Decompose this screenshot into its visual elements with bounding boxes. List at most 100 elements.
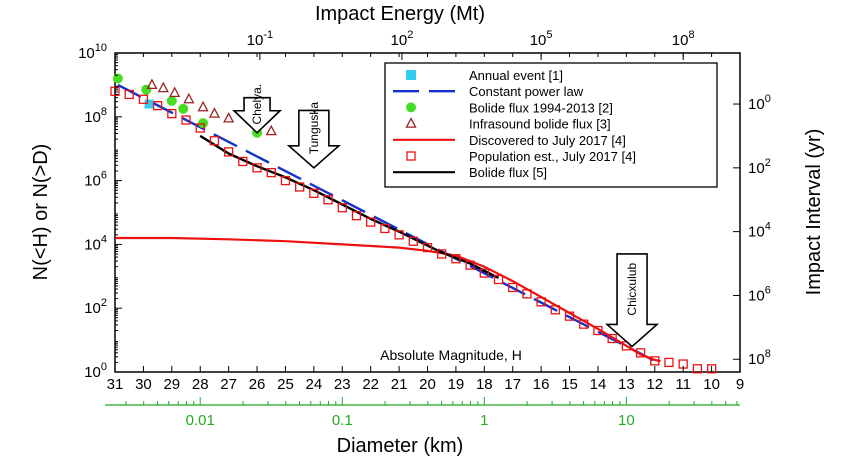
magnitude-tick-label: 12: [646, 376, 663, 393]
population-point: [252, 163, 262, 173]
magnitude-tick-label: 11: [675, 376, 691, 393]
energy-tick-label: 102: [391, 29, 414, 49]
population-point: [280, 175, 291, 186]
legend-label: Annual event [1]: [469, 68, 563, 83]
magnitude-tick-label: 30: [135, 376, 152, 393]
magnitude-tick-label: 18: [476, 376, 493, 393]
population-point: [465, 260, 475, 270]
magnitude-tick-label: 15: [561, 376, 578, 393]
legend-box: [384, 62, 718, 188]
diameter-tick-label: 0.01: [186, 412, 215, 429]
magnitude-tick-label: 22: [362, 376, 379, 393]
series-layer: [110, 73, 717, 374]
impact-arrow-label: Chelya.: [250, 84, 264, 125]
interval-tick-label: 108: [748, 348, 771, 368]
legend: Annual event [1]Constant power lawBolide…: [384, 62, 718, 188]
population-point: [167, 108, 177, 119]
impact-arrow-label: Chicxulub: [625, 263, 639, 316]
legend-label: Bolide flux [5]: [469, 165, 547, 180]
legend-swatch: [406, 102, 416, 113]
series-line: [115, 236, 661, 363]
infrasound-point: [146, 78, 158, 90]
impact-arrow: [232, 96, 283, 134]
population-point: [522, 289, 532, 299]
infrasound-point: [265, 124, 277, 136]
diameter-tick-label: 1: [480, 412, 488, 429]
population-point: [408, 236, 418, 246]
population-point: [493, 274, 504, 285]
population-point: [266, 167, 276, 178]
population-point: [451, 254, 461, 264]
left-tick-label: 108: [84, 106, 107, 126]
magnitude-axis-label: Absolute Magnitude, H: [380, 347, 522, 363]
y-axis-title-right: Impact Interval (yr): [803, 129, 825, 296]
diameter-tick-label: 10: [618, 412, 635, 429]
interval-tick-label: 104: [748, 221, 771, 241]
population-point: [223, 147, 234, 157]
infrasound-point: [223, 112, 235, 123]
magnitude-tick-label: 17: [504, 376, 521, 393]
bolide-flux-point: [112, 73, 123, 84]
left-tick-label: 1010: [78, 42, 107, 62]
energy-tick-label: 10-1: [247, 29, 273, 49]
infrasound-point: [183, 92, 195, 104]
population-point: [394, 230, 404, 240]
impact-arrow: [604, 253, 660, 348]
bolide-flux-point: [198, 118, 209, 129]
population-point: [664, 357, 674, 368]
population-point: [692, 364, 703, 374]
infrasound-point: [169, 86, 181, 98]
legend-swatch: [406, 70, 416, 80]
energy-tick-label: 105: [530, 29, 553, 49]
infrasound-point: [208, 107, 221, 118]
bolide-flux-point: [166, 95, 177, 106]
magnitude-tick-label: 21: [391, 376, 408, 393]
population-point: [323, 195, 333, 205]
population-point: [650, 356, 660, 366]
population-point: [635, 348, 646, 358]
legend-label: Discovered to July 2017 [4]: [469, 133, 626, 148]
infrasound-point: [157, 81, 169, 93]
legend-swatch: [406, 151, 416, 161]
legend-label: Infrasound bolide flux [3]: [469, 117, 611, 132]
magnitude-tick-label: 20: [419, 376, 436, 393]
annotations: Chelya. Tunguska Chicxulub: [232, 84, 660, 348]
population-point: [366, 217, 376, 227]
population-point: [351, 211, 362, 221]
population-point: [309, 188, 319, 199]
interval-tick-label: 106: [748, 284, 771, 304]
magnitude-tick-label: 29: [163, 376, 180, 393]
series-line: [117, 83, 659, 364]
population-point: [380, 223, 390, 234]
population-point: [138, 94, 149, 104]
magnitude-tick-label: 28: [192, 376, 209, 393]
infrasound-point: [197, 100, 209, 112]
magnitude-tick-label: 23: [334, 376, 351, 393]
legend-swatch: [405, 117, 417, 128]
population-point: [195, 123, 205, 133]
magnitude-tick-label: 31: [107, 376, 124, 393]
population-point: [564, 311, 575, 321]
population-point: [607, 333, 617, 344]
magnitude-tick-label: 14: [590, 376, 607, 393]
population-point: [295, 182, 305, 192]
diameter-tick-label: 0.1: [332, 412, 353, 429]
population-point: [152, 100, 163, 111]
magnitude-tick-label: 24: [306, 376, 323, 393]
population-point: [209, 136, 220, 146]
y-axis-title-left: N(<H) or N(>D): [30, 144, 52, 281]
population-point: [181, 115, 191, 125]
magnitude-tick-label: 19: [448, 376, 465, 393]
population-point: [110, 86, 120, 96]
left-tick-label: 102: [84, 297, 107, 317]
population-point: [124, 89, 134, 100]
left-tick-label: 106: [84, 170, 107, 190]
left-tick-label: 104: [84, 233, 107, 253]
magnitude-tick-label: 9: [736, 376, 744, 393]
population-point: [337, 203, 347, 213]
legend-label: Bolide flux 1994-2013 [2]: [469, 100, 613, 115]
population-point: [536, 297, 546, 307]
energy-tick-label: 108: [672, 29, 695, 49]
population-point: [593, 325, 603, 336]
